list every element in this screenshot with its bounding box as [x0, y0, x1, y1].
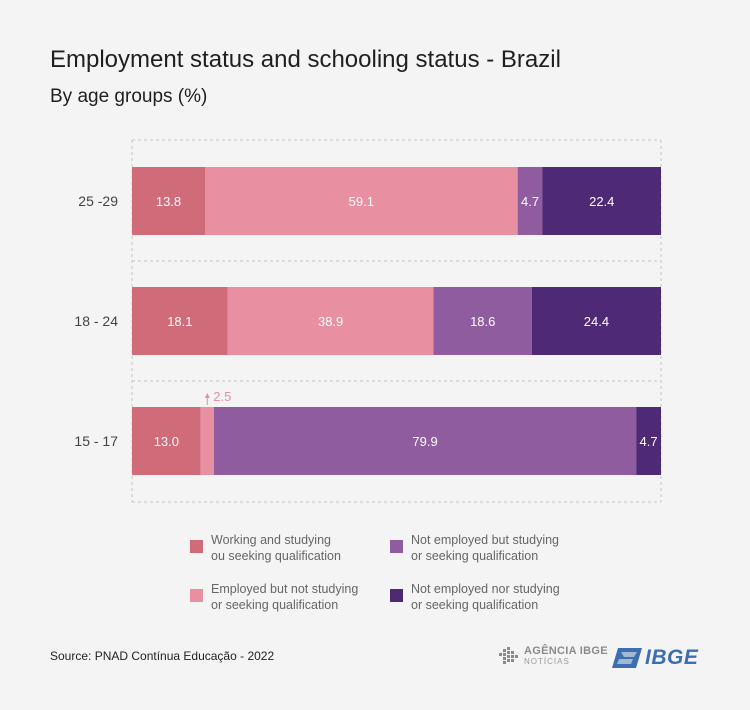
bar-segment	[531, 287, 661, 355]
category-label: 18 - 24	[74, 313, 118, 329]
data-label: 13.0	[154, 434, 179, 449]
data-label: 4.7	[640, 434, 658, 449]
legend-label: Not employed nor studying or seeking qua…	[411, 581, 576, 613]
legend-item-employed-not-studying: Employed but not studying or seeking qua…	[190, 581, 376, 613]
data-label: 22.4	[589, 194, 614, 209]
chart-subtitle: By age groups (%)	[50, 86, 208, 107]
data-label: 59.1	[349, 194, 374, 209]
legend-swatch	[190, 589, 203, 602]
data-label: 24.4	[584, 314, 609, 329]
bar-segment	[213, 407, 637, 475]
data-label: 18.6	[470, 314, 495, 329]
bar-segment	[132, 167, 206, 235]
bar-segment	[205, 167, 518, 235]
agencia-ibge-mark-icon	[499, 647, 518, 664]
bar-segment	[542, 167, 661, 235]
ibge-text: IBGE	[645, 646, 699, 669]
source-note: Source: PNAD Contínua Educação - 2022	[50, 649, 275, 663]
legend-swatch	[390, 589, 403, 602]
bar-segment	[517, 167, 543, 235]
ibge-mark-icon	[612, 648, 642, 668]
stacked-bar-chart: 25 -29 13.8 59.1 4.7 22.4 18 - 24 18.1 38.9 18.6…	[74, 139, 662, 503]
bar-segment	[636, 407, 661, 475]
legend-label-line: or seeking qualification	[211, 598, 339, 612]
chart-title: Employment status and schooling status -…	[50, 46, 561, 73]
bar-segment	[227, 287, 434, 355]
data-label: 18.1	[167, 314, 192, 329]
legend-label: Not employed but studying or seeking qua…	[411, 532, 576, 564]
legend-label-line: Not employed nor studying	[411, 582, 560, 596]
category-label: 15 - 17	[74, 433, 118, 449]
data-label: 2.5	[213, 389, 231, 404]
legend-item-not-employed-studying: Not employed but studying or seeking qua…	[390, 532, 576, 564]
ibge-logo: IBGE	[612, 646, 698, 670]
agencia-ibge-text: AGÊNCIA IBGE	[524, 644, 608, 657]
callout-arrow	[204, 393, 210, 398]
agencia-ibge-logo: AGÊNCIA IBGE NOTÍCIAS	[497, 645, 608, 667]
data-label: 79.9	[412, 434, 437, 449]
bar-segment	[132, 407, 201, 475]
legend-label: Working and studying ou seeking qualific…	[211, 532, 376, 564]
legend-label: Employed but not studying or seeking qua…	[211, 581, 376, 613]
legend-label-line: Working and studying	[211, 533, 331, 547]
legend-swatch	[390, 540, 403, 553]
legend-item-working-studying: Working and studying ou seeking qualific…	[190, 532, 376, 564]
bar-segment	[132, 287, 228, 355]
legend-label-line: or seeking qualification	[411, 549, 539, 563]
legend-label-line: or seeking qualification	[411, 598, 539, 612]
data-label: 38.9	[318, 314, 343, 329]
bar-segment	[200, 407, 214, 475]
legend-label-line: Not employed but studying	[411, 533, 560, 547]
bar-segment	[433, 287, 532, 355]
legend-swatch	[190, 540, 203, 553]
legend-item-not-employed-not-studying: Not employed nor studying or seeking qua…	[390, 581, 576, 613]
category-label: 25 -29	[78, 193, 118, 209]
data-label: 13.8	[156, 194, 181, 209]
agencia-noticias-text: NOTÍCIAS	[524, 656, 570, 666]
legend-label-line: ou seeking qualification	[211, 549, 341, 563]
legend-label-line: Employed but not studying	[211, 582, 359, 596]
data-label: 4.7	[521, 194, 539, 209]
